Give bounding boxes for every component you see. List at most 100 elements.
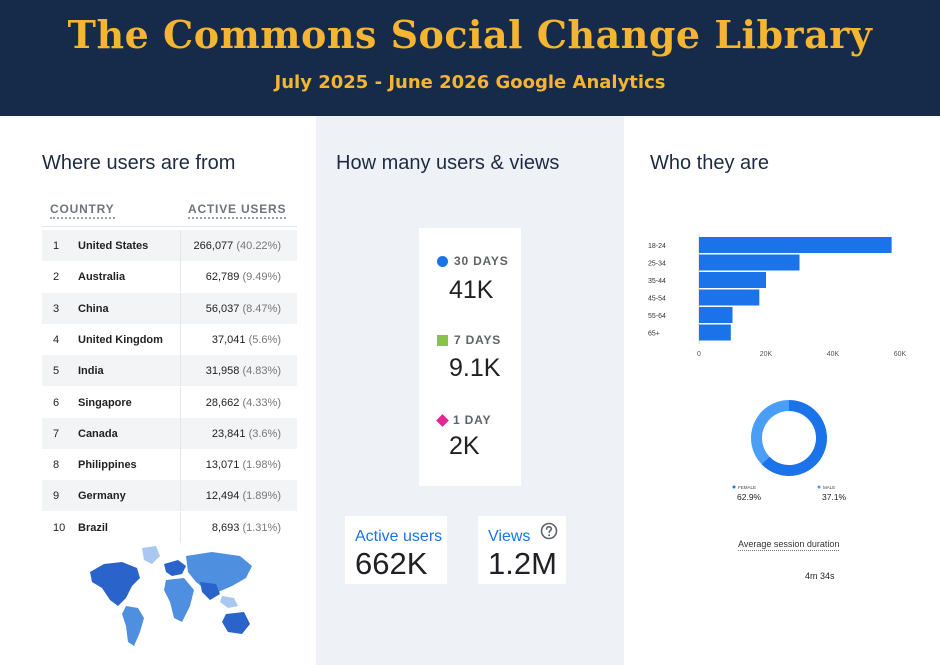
row-users-count: 13,071 (205, 459, 240, 472)
age-bar[interactable] (699, 272, 766, 288)
table-row[interactable]: 10 Brazil 8,693 (1.31%) (42, 511, 297, 543)
table-header-active-users[interactable]: ACTIVE USERS (188, 202, 287, 219)
circle-marker-icon (437, 256, 448, 268)
age-bar[interactable] (699, 324, 731, 341)
row-separator (180, 417, 181, 449)
y-tick-label: 35-44 (648, 278, 666, 285)
table-row[interactable]: 8 Philippines 13,071 (1.98%) (42, 449, 297, 481)
row-rank: 6 (53, 396, 60, 409)
table-header-rule (42, 226, 297, 227)
table-row[interactable]: 3 China 56,037 (8.47%) (42, 292, 297, 324)
kpi-7-days-value: 9.1K (449, 354, 501, 382)
views-value: 1.2M (488, 546, 557, 581)
row-separator (180, 449, 181, 481)
kpi-30-days-value: 41K (449, 276, 494, 304)
age-bar[interactable] (699, 289, 760, 306)
row-rank: 10 (53, 521, 66, 534)
row-separator (180, 230, 181, 261)
world-map (90, 546, 252, 646)
table-row[interactable]: 7 Canada 23,841 (3.6%) (42, 417, 297, 449)
header-banner: The Commons Social Change Library July 2… (0, 0, 940, 116)
section-title-where: Where users are from (42, 152, 236, 174)
active-users-label: Active users (355, 528, 443, 545)
kpi-1-day-value: 2K (449, 432, 480, 460)
row-country: Germany (78, 490, 126, 503)
kpi-30-days-label: 30 DAYS (437, 254, 509, 268)
session-duration-label[interactable]: Average session duration (738, 539, 840, 551)
legend-name: FEMALE (738, 485, 756, 490)
row-country: China (78, 302, 109, 315)
y-tick-label: 18-24 (648, 243, 666, 250)
row-country: United States (78, 240, 149, 252)
row-users-count: 31,958 (205, 365, 240, 378)
row-separator (180, 511, 181, 543)
row-rank: 9 (53, 490, 60, 503)
table-row[interactable]: 6 Singapore 28,662 (4.33%) (42, 386, 297, 418)
row-country: Philippines (78, 459, 137, 472)
diamond-marker-icon (436, 414, 449, 428)
help-circle-icon[interactable] (540, 522, 558, 540)
row-users: 62,789 (9.49%) (206, 271, 281, 283)
row-country: India (78, 365, 104, 378)
row-users-pct: (4.33%) (242, 396, 281, 409)
row-country: Australia (78, 271, 126, 284)
row-rank: 8 (53, 459, 60, 472)
section-title-who: Who they are (650, 152, 769, 174)
map-south-america (122, 606, 144, 646)
row-users: 12,494 (1.89%) (206, 490, 281, 502)
row-users: 31,958 (4.83%) (206, 365, 281, 377)
table-row[interactable]: 1 United States 266,077 (40.22%) (42, 230, 297, 261)
map-greenland (142, 546, 160, 564)
row-users-pct: (4.83%) (242, 365, 281, 378)
row-users: 28,662 (4.33%) (206, 397, 281, 409)
row-separator (180, 386, 181, 418)
page-title: The Commons Social Change Library (67, 12, 873, 57)
age-bar[interactable] (699, 237, 892, 253)
session-duration-value: 4m 34s (805, 571, 835, 581)
active-users-card: Active users 662K (345, 516, 447, 584)
row-separator (180, 355, 181, 387)
row-users-count: 56,037 (205, 302, 240, 315)
donut-slice-female[interactable] (761, 400, 827, 476)
row-users-count: 23,841 (211, 427, 246, 440)
row-users-pct: (8.47%) (242, 302, 281, 315)
square-marker-icon (437, 335, 448, 347)
row-users-count: 266,077 (193, 240, 234, 252)
row-country: Singapore (78, 396, 132, 409)
row-users: 23,841 (3.6%) (212, 428, 281, 440)
age-bar-chart: 18-24 25-34 35-44 45-54 55-64 65+ 0 20K 40K 60K (648, 234, 907, 358)
row-separator (180, 261, 181, 293)
row-separator (180, 480, 181, 512)
row-users-pct: (3.6%) (248, 427, 281, 440)
row-users-pct: (1.89%) (242, 490, 281, 503)
x-tick-label: 0 (697, 351, 701, 358)
row-users-pct: (1.98%) (242, 459, 281, 472)
row-users-pct: (5.6%) (248, 333, 281, 346)
donut-slice-male[interactable] (751, 400, 789, 465)
table-row[interactable]: 4 United Kingdom 37,041 (5.6%) (42, 323, 297, 355)
table-row[interactable]: 2 Australia 62,789 (9.49%) (42, 261, 297, 293)
row-country: Canada (78, 427, 118, 440)
row-users-count: 8,693 (211, 521, 240, 534)
age-bar[interactable] (699, 307, 733, 323)
row-users-count: 62,789 (205, 271, 240, 284)
table-row[interactable]: 9 Germany 12,494 (1.89%) (42, 480, 297, 512)
views-card: Views 1.2M (478, 516, 566, 584)
legend-value: 62.9% (737, 492, 762, 502)
table-header-country[interactable]: COUNTRY (50, 202, 115, 219)
row-rank: 5 (53, 365, 60, 378)
row-users: 8,693 (1.31%) (212, 522, 281, 534)
row-users-count: 12,494 (205, 490, 240, 503)
legend-value: 37.1% (822, 492, 847, 502)
map-southeast-asia (220, 596, 238, 608)
gender-donut-chart: FEMALE 62.9% MALE 37.1% (732, 400, 847, 502)
row-users-count: 37,041 (211, 333, 246, 346)
row-separator (180, 323, 181, 355)
y-tick-label: 65+ (648, 331, 660, 338)
x-tick-label: 60K (894, 351, 907, 358)
age-bar[interactable] (699, 254, 800, 271)
table-row[interactable]: 5 India 31,958 (4.83%) (42, 355, 297, 387)
row-users: 13,071 (1.98%) (206, 459, 281, 471)
y-tick-label: 45-54 (648, 296, 666, 303)
x-tick-label: 20K (760, 351, 773, 358)
